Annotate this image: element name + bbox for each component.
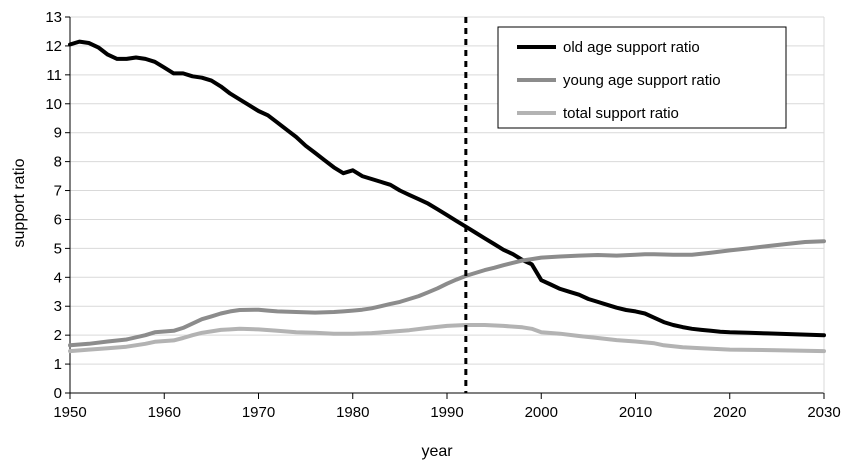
series-line-3 [68,323,826,354]
y-tick-label: 12 [45,38,62,55]
y-tick-label: 1 [54,356,62,373]
series-line-1 [68,39,826,338]
series-line-2 [68,239,826,348]
y-tick-label: 13 [45,9,62,26]
x-tick-label: 2010 [619,404,652,421]
x-tick-label: 1960 [148,404,181,421]
x-tick-label: 1980 [336,404,369,421]
y-tick-label: 6 [54,211,62,228]
x-axis-ticks: 1950 1960 1970 1980 1990 2000 2010 2020 2030 [53,393,841,421]
y-tick-label: 4 [54,269,62,286]
y-tick-label: 8 [54,154,62,171]
series-lines [68,39,826,354]
y-tick-label: 11 [46,67,62,84]
legend-entry-1: old age support ratio [563,39,700,56]
legend: old age support ratio young age support r… [497,26,787,129]
x-tick-label: 2020 [713,404,746,421]
x-tick-label: 2000 [525,404,558,421]
x-tick-label: 1950 [53,404,86,421]
legend-entry-3: total support ratio [563,105,679,122]
x-tick-label: 2030 [807,404,840,421]
x-axis-label: year [421,443,453,460]
y-tick-label: 0 [54,385,62,402]
x-tick-label: 1990 [430,404,463,421]
y-tick-label: 7 [54,183,62,200]
y-tick-label: 2 [54,327,62,344]
x-tick-label: 1970 [242,404,275,421]
y-tick-label: 5 [54,240,62,257]
legend-entry-2: young age support ratio [563,72,721,89]
y-tick-label: 9 [54,125,62,142]
y-axis-label: support ratio [11,158,28,247]
y-tick-label: 10 [45,96,62,113]
y-tick-label: 3 [54,298,62,315]
